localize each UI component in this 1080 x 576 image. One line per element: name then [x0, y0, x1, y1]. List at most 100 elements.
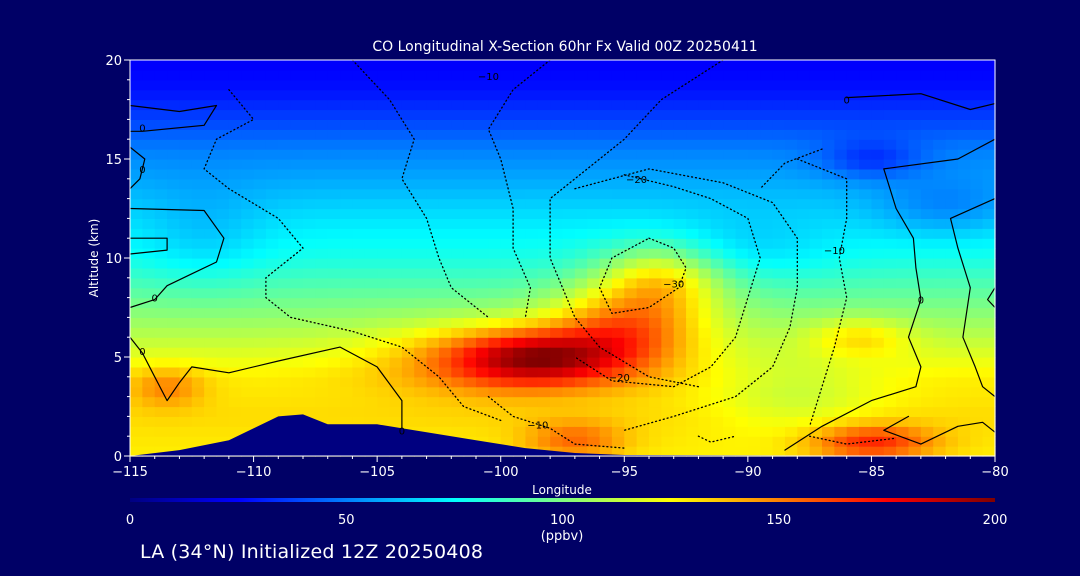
heatmap-cell	[438, 69, 452, 81]
heatmap-cell	[426, 337, 440, 348]
heatmap-cell	[290, 357, 304, 368]
heatmap-cell	[525, 436, 539, 447]
heatmap-cell	[747, 159, 761, 170]
heatmap-cell	[883, 139, 897, 150]
heatmap-cell	[945, 198, 959, 210]
heatmap-cell	[686, 446, 700, 457]
heatmap-cell	[426, 426, 440, 437]
heatmap-cell	[574, 258, 588, 269]
heatmap-cell	[574, 119, 588, 130]
heatmap-cell	[624, 99, 638, 111]
heatmap-cell	[488, 307, 502, 318]
heatmap-cell	[463, 178, 477, 190]
heatmap-cell	[414, 366, 428, 378]
contour-line-zero	[129, 336, 403, 429]
heatmap-cell	[859, 248, 873, 259]
heatmap-cell	[426, 109, 440, 120]
colorbar-tick-label: 100	[550, 513, 575, 528]
heatmap-cell	[661, 267, 675, 279]
heatmap-cell	[401, 60, 415, 71]
heatmap-cell	[340, 168, 354, 180]
heatmap-cell	[167, 188, 181, 200]
heatmap-cell	[130, 139, 143, 150]
heatmap-cell	[500, 248, 514, 259]
heatmap-cell	[451, 317, 465, 328]
heatmap-cell	[315, 357, 329, 368]
heatmap-cell	[451, 79, 465, 91]
heatmap-cell	[463, 149, 477, 160]
heatmap-cell	[513, 337, 527, 348]
heatmap-cell	[340, 188, 354, 200]
heatmap-cell	[834, 258, 848, 269]
heatmap-cell	[513, 347, 527, 358]
heatmap-cell	[574, 267, 588, 279]
heatmap-cell	[673, 446, 687, 457]
heatmap-cell	[809, 386, 823, 398]
heatmap-cell	[463, 366, 477, 378]
heatmap-cell	[179, 139, 193, 150]
heatmap-cell	[920, 376, 934, 388]
heatmap-cell	[167, 109, 181, 120]
heatmap-cell	[414, 287, 428, 299]
heatmap-cell	[686, 60, 700, 71]
heatmap-cell	[241, 258, 255, 269]
heatmap-cell	[957, 119, 971, 130]
heatmap-cell	[970, 159, 984, 170]
heatmap-cell	[142, 376, 156, 388]
heatmap-cell	[920, 327, 934, 338]
heatmap-cell	[933, 366, 947, 378]
heatmap-cell	[340, 208, 354, 219]
heatmap-cell	[859, 376, 873, 388]
heatmap-cell	[228, 149, 242, 160]
heatmap-cell	[920, 109, 934, 120]
heatmap-cell	[611, 307, 625, 318]
heatmap-cell	[216, 79, 230, 91]
heatmap-cell	[278, 347, 292, 358]
heatmap-cell	[426, 178, 440, 190]
heatmap-cell	[327, 307, 341, 318]
heatmap-cell	[611, 267, 625, 279]
heatmap-cell	[414, 258, 428, 269]
heatmap-cell	[723, 119, 737, 130]
heatmap-cell	[513, 139, 527, 150]
heatmap-cell	[747, 436, 761, 447]
heatmap-cell	[327, 376, 341, 388]
heatmap-cell	[822, 218, 835, 229]
heatmap-cell	[463, 79, 477, 91]
heatmap-cell	[130, 376, 143, 388]
heatmap-cell	[278, 69, 292, 81]
heatmap-cell	[599, 287, 613, 299]
heatmap-cell	[710, 366, 724, 378]
heatmap-cell	[130, 396, 143, 408]
heatmap-cell	[315, 248, 329, 259]
heatmap-cell	[401, 337, 415, 348]
heatmap-cell	[859, 366, 873, 378]
heatmap-cell	[191, 69, 205, 81]
heatmap-cell	[896, 327, 910, 338]
heatmap-cell	[698, 69, 712, 81]
heatmap-cell	[401, 99, 415, 111]
heatmap-cell	[290, 228, 304, 239]
heatmap-cell	[933, 168, 947, 180]
heatmap-cell	[142, 79, 156, 91]
heatmap-cell	[241, 188, 255, 200]
heatmap-cell	[747, 347, 761, 358]
heatmap-cell	[191, 366, 205, 378]
heatmap-cell	[982, 277, 996, 289]
heatmap-cell	[587, 317, 601, 328]
heatmap-cell	[871, 89, 885, 101]
heatmap-cell	[883, 208, 897, 219]
heatmap-cell	[154, 89, 168, 101]
heatmap-cell	[587, 366, 601, 378]
heatmap-cell	[933, 198, 947, 210]
heatmap-cell	[784, 416, 798, 427]
heatmap-cell	[167, 139, 181, 150]
heatmap-cell	[945, 287, 959, 299]
heatmap-cell	[760, 287, 774, 299]
heatmap-cell	[513, 406, 527, 417]
heatmap-cell	[896, 357, 910, 368]
heatmap-cell	[982, 168, 996, 180]
heatmap-cell	[649, 218, 662, 229]
heatmap-cell	[303, 317, 316, 328]
heatmap-cell	[364, 188, 378, 200]
